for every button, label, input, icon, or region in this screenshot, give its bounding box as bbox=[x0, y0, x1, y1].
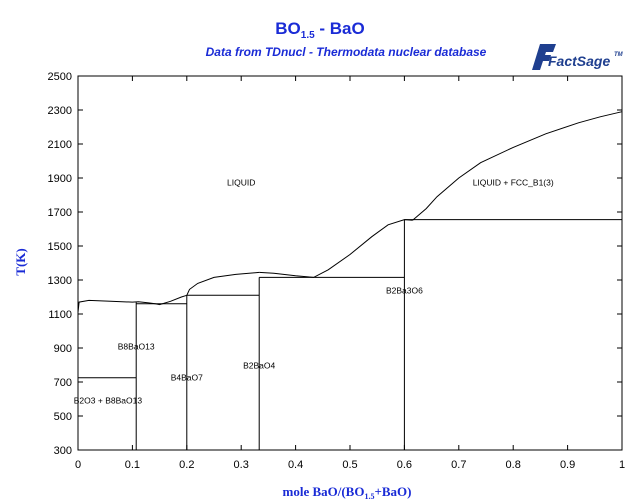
region-label: B2O3 + B8BaO13 bbox=[74, 395, 143, 405]
x-axis-label: mole BaO/(BO1.5+BaO) bbox=[283, 484, 412, 501]
x-axis-label-pre: mole BaO/(BO bbox=[283, 484, 365, 499]
x-tick-label: 0.1 bbox=[125, 459, 140, 471]
y-tick-label: 2100 bbox=[48, 139, 72, 151]
y-tick-label: 2500 bbox=[48, 71, 72, 83]
y-tick-label: 1300 bbox=[48, 275, 72, 287]
x-tick-label: 0.4 bbox=[288, 459, 303, 471]
region-label: B4BaO7 bbox=[171, 372, 203, 382]
title-rest: - BaO bbox=[315, 19, 365, 38]
x-axis-label-subscript: 1.5 bbox=[364, 492, 374, 501]
y-tick-label: 2300 bbox=[48, 105, 72, 117]
region-label: B8BaO13 bbox=[118, 342, 155, 352]
y-tick-label: 500 bbox=[54, 411, 72, 423]
region-label: B2Ba3O6 bbox=[386, 286, 423, 296]
x-tick-label: 1 bbox=[619, 459, 625, 471]
x-tick-label: 0.3 bbox=[234, 459, 249, 471]
factsage-logo-text: FactSage bbox=[548, 53, 610, 69]
x-tick-label: 0 bbox=[75, 459, 81, 471]
x-tick-label: 0.8 bbox=[506, 459, 521, 471]
y-tick-label: 900 bbox=[54, 343, 72, 355]
y-tick-label: 1700 bbox=[48, 207, 72, 219]
phase-boundary-line bbox=[259, 219, 413, 278]
x-axis-label-post: +BaO) bbox=[374, 484, 411, 499]
y-axis-label: T(K) bbox=[13, 248, 28, 275]
plot-frame bbox=[77, 75, 623, 451]
x-tick-label: 0.6 bbox=[397, 459, 412, 471]
region-label: LIQUID + FCC_B1(3) bbox=[473, 178, 554, 188]
title-subscript: 1.5 bbox=[301, 30, 315, 41]
phase-boundary-line bbox=[77, 294, 187, 313]
y-tick-label: 1500 bbox=[48, 241, 72, 253]
chart-title: BO1.5 - BaO bbox=[275, 19, 364, 41]
factsage-logo: FactSage TM bbox=[532, 44, 624, 70]
x-tick-label: 0.7 bbox=[451, 459, 466, 471]
axis-ticks: 0 0.1 0.2 0.3 0.4 0.5 0.6 0.7 0.8 0.9 130050070090… bbox=[48, 71, 626, 471]
chart-subtitle: Data from TDnucl - Thermodata nuclear da… bbox=[206, 45, 487, 59]
x-tick-label: 0.9 bbox=[560, 459, 575, 471]
title-main: BO bbox=[275, 19, 301, 38]
x-tick-label: 0.2 bbox=[179, 459, 194, 471]
y-tick-label: 700 bbox=[54, 377, 72, 389]
phase-boundary-line bbox=[186, 271, 260, 296]
phase-boundary-line bbox=[412, 111, 623, 221]
y-tick-label: 1100 bbox=[48, 309, 72, 321]
region-labels: LIQUID LIQUID + FCC_B1(3) B2Ba3O6 B8BaO13 B2… bbox=[74, 178, 554, 406]
y-tick-label: 300 bbox=[54, 445, 72, 457]
y-tick-label: 1900 bbox=[48, 173, 72, 185]
x-tick-label: 0.5 bbox=[342, 459, 357, 471]
region-label: LIQUID bbox=[227, 178, 255, 188]
region-label: B2BaO4 bbox=[243, 360, 275, 370]
factsage-logo-mark: TM bbox=[614, 52, 624, 58]
phase-boundaries bbox=[77, 111, 623, 450]
